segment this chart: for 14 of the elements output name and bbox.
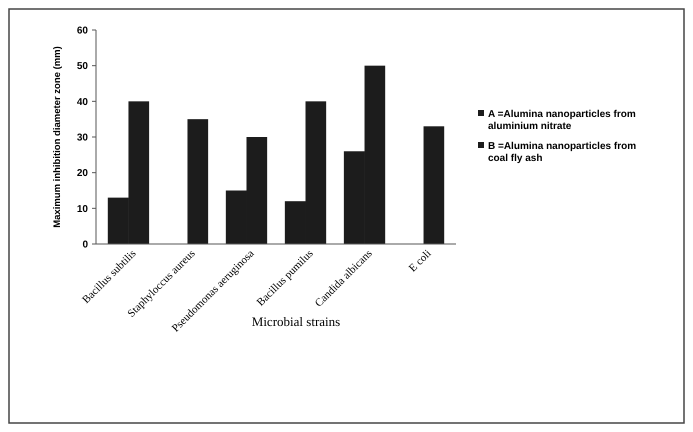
bar [424, 126, 444, 244]
x-axis-title: Microbial strains [252, 314, 340, 329]
y-axis-title: Maximum inhibition diameter zone (mm) [52, 46, 63, 228]
y-tick-label: 30 [76, 132, 88, 144]
y-tick-label: 20 [76, 168, 88, 180]
y-tick-label: 10 [76, 204, 88, 215]
y-tick-label: 50 [76, 61, 88, 72]
y-tick-label: 0 [82, 240, 88, 250]
legend-label: B =Alumina nanoparticles from coal fly ash [488, 141, 636, 164]
x-tick-label: E coli [406, 248, 434, 274]
bar [187, 119, 208, 244]
y-tick-label: 40 [76, 96, 88, 108]
y-tick-label: 60 [76, 26, 88, 36]
legend-label: A =Alumina nanoparticles from aluminium nitrate [488, 109, 636, 132]
